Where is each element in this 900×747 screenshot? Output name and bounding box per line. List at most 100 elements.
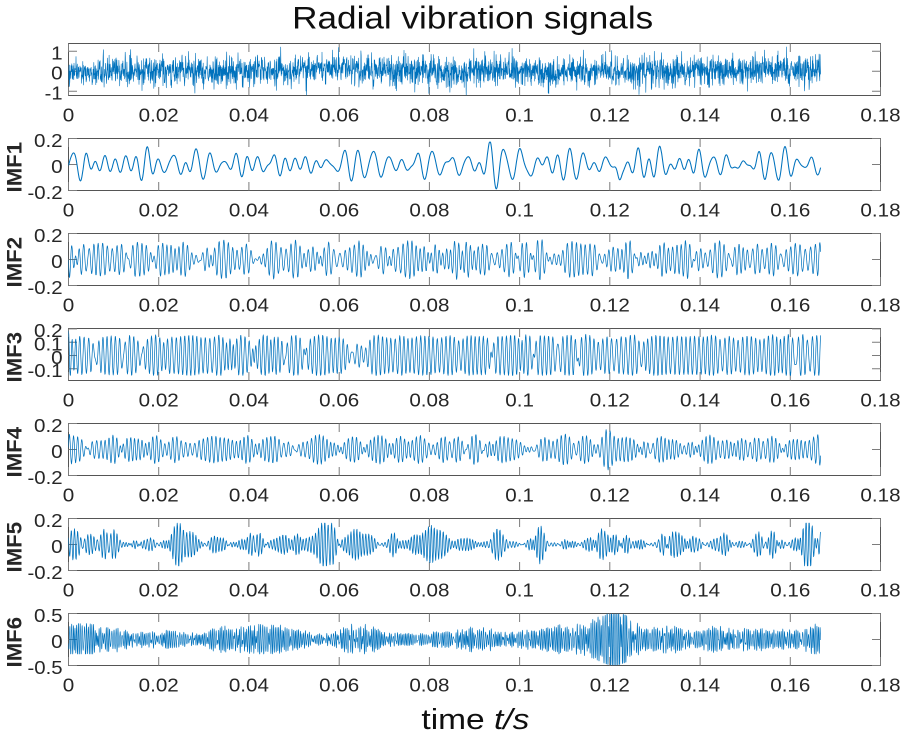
svg-text:0.06: 0.06 (319, 295, 359, 315)
svg-text:0.14: 0.14 (680, 200, 720, 220)
svg-text:0.1: 0.1 (505, 485, 534, 505)
svg-text:IMF2: IMF2 (4, 237, 27, 288)
svg-text:0.04: 0.04 (229, 105, 269, 125)
svg-text:0: 0 (51, 348, 63, 368)
svg-text:0.16: 0.16 (770, 675, 810, 695)
svg-text:0.16: 0.16 (770, 200, 810, 220)
svg-text:0.5: 0.5 (34, 606, 63, 626)
svg-text:IMF6: IMF6 (4, 617, 27, 668)
svg-text:0.18: 0.18 (860, 580, 900, 600)
svg-text:0.16: 0.16 (770, 485, 810, 505)
svg-text:0.12: 0.12 (590, 675, 630, 695)
svg-text:0.06: 0.06 (319, 390, 359, 410)
svg-text:0.18: 0.18 (860, 390, 900, 410)
svg-text:0.14: 0.14 (680, 105, 720, 125)
svg-text:0.12: 0.12 (590, 390, 630, 410)
svg-text:0.14: 0.14 (680, 295, 720, 315)
svg-text:0: 0 (63, 390, 75, 410)
svg-text:0.08: 0.08 (409, 485, 449, 505)
svg-text:0.18: 0.18 (860, 675, 900, 695)
svg-text:0.04: 0.04 (229, 675, 269, 695)
svg-text:1: 1 (51, 44, 63, 64)
svg-text:IMF4: IMF4 (4, 427, 27, 478)
svg-text:0.06: 0.06 (319, 580, 359, 600)
svg-text:0: 0 (63, 580, 75, 600)
svg-text:0.18: 0.18 (860, 485, 900, 505)
svg-text:0.02: 0.02 (139, 200, 179, 220)
svg-text:0.18: 0.18 (860, 295, 900, 315)
svg-text:0.08: 0.08 (409, 295, 449, 315)
svg-text:0.02: 0.02 (139, 105, 179, 125)
svg-text:0.14: 0.14 (680, 580, 720, 600)
svg-text:0.12: 0.12 (590, 485, 630, 505)
svg-text:0.1: 0.1 (505, 675, 534, 695)
svg-text:0: 0 (51, 64, 63, 84)
svg-text:0: 0 (51, 632, 63, 652)
svg-text:0.16: 0.16 (770, 580, 810, 600)
svg-text:0.1: 0.1 (34, 335, 63, 355)
svg-text:0.1: 0.1 (505, 580, 534, 600)
svg-text:-0.2: -0.2 (28, 183, 63, 203)
svg-text:0.2: 0.2 (34, 321, 63, 341)
svg-text:0.16: 0.16 (770, 105, 810, 125)
svg-text:0.12: 0.12 (590, 200, 630, 220)
svg-text:0.2: 0.2 (34, 226, 63, 246)
svg-text:0.2: 0.2 (34, 511, 63, 531)
svg-text:0: 0 (63, 105, 75, 125)
svg-text:0.06: 0.06 (319, 105, 359, 125)
svg-text:0.14: 0.14 (680, 390, 720, 410)
svg-text:-0.2: -0.2 (28, 468, 63, 488)
svg-text:Radial vibration signals: Radial vibration signals (292, 0, 653, 36)
svg-text:0: 0 (63, 675, 75, 695)
svg-text:0.02: 0.02 (139, 485, 179, 505)
svg-text:0.16: 0.16 (770, 390, 810, 410)
svg-text:0.18: 0.18 (860, 200, 900, 220)
svg-text:0.02: 0.02 (139, 580, 179, 600)
svg-text:0.12: 0.12 (590, 105, 630, 125)
svg-text:-0.2: -0.2 (28, 563, 63, 583)
svg-text:0.06: 0.06 (319, 675, 359, 695)
svg-text:0.1: 0.1 (505, 390, 534, 410)
svg-text:-0.5: -0.5 (28, 658, 63, 678)
svg-text:0.1: 0.1 (505, 295, 534, 315)
svg-text:0.16: 0.16 (770, 295, 810, 315)
svg-text:0: 0 (51, 442, 63, 462)
svg-text:0.04: 0.04 (229, 390, 269, 410)
svg-text:0.14: 0.14 (680, 675, 720, 695)
svg-text:0.06: 0.06 (319, 485, 359, 505)
svg-text:IMF1: IMF1 (4, 142, 27, 193)
svg-text:0.04: 0.04 (229, 295, 269, 315)
svg-text:0.02: 0.02 (139, 675, 179, 695)
svg-text:-0.1: -0.1 (28, 361, 63, 381)
svg-text:0.08: 0.08 (409, 580, 449, 600)
svg-text:0.14: 0.14 (680, 485, 720, 505)
svg-text:IMF5: IMF5 (4, 522, 27, 573)
svg-text:-1: -1 (45, 84, 63, 104)
svg-text:0.02: 0.02 (139, 295, 179, 315)
svg-text:0.12: 0.12 (590, 580, 630, 600)
svg-text:0: 0 (51, 252, 63, 272)
svg-text:0.02: 0.02 (139, 390, 179, 410)
svg-text:0.1: 0.1 (505, 105, 534, 125)
svg-text:0.2: 0.2 (34, 416, 63, 436)
svg-text:0.04: 0.04 (229, 580, 269, 600)
svg-text:0.04: 0.04 (229, 485, 269, 505)
svg-text:0: 0 (63, 295, 75, 315)
svg-text:0: 0 (51, 537, 63, 557)
svg-text:0.08: 0.08 (409, 105, 449, 125)
svg-text:0.08: 0.08 (409, 390, 449, 410)
svg-text:IMF3: IMF3 (4, 332, 27, 383)
svg-text:0.1: 0.1 (505, 200, 534, 220)
svg-text:0: 0 (51, 157, 63, 177)
svg-text:0: 0 (63, 200, 75, 220)
svg-text:0.08: 0.08 (409, 675, 449, 695)
svg-text:-0.2: -0.2 (28, 278, 63, 298)
svg-text:0.18: 0.18 (860, 105, 900, 125)
svg-text:0.08: 0.08 (409, 200, 449, 220)
svg-text:0: 0 (63, 485, 75, 505)
svg-text:0.12: 0.12 (590, 295, 630, 315)
svg-text:0.06: 0.06 (319, 200, 359, 220)
svg-text:time t/s: time t/s (421, 704, 529, 736)
svg-text:0.04: 0.04 (229, 200, 269, 220)
svg-text:0.2: 0.2 (34, 131, 63, 151)
